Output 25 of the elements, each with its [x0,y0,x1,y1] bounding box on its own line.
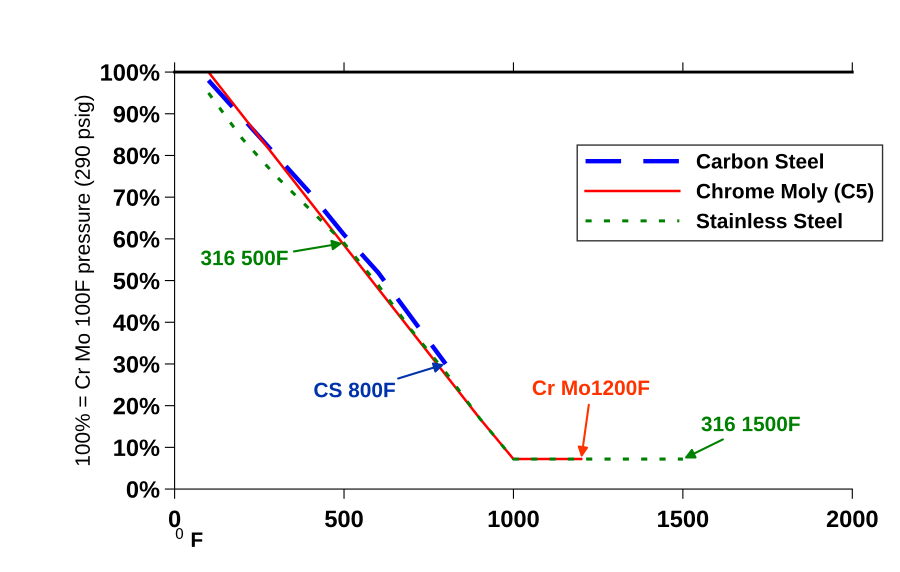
y-tick-label: 40% [113,314,160,332]
y-tick-label: 20% [114,398,160,414]
annotation: 316 500F [200,250,288,266]
x-tick-label: 2000 [826,510,878,528]
y-tick-label: 0% [126,481,160,498]
y-tick-label: 30% [113,356,160,373]
y-tick-label: 90% [114,106,160,123]
x-tick-label: 500 [325,510,363,528]
x-tick-label: 0 [168,510,180,528]
x-tick-label: 1500 [658,510,708,528]
y-tick-label: 100% [101,64,160,81]
x-tick-label: 1000 [488,510,539,528]
legend-label: Stainless Steel [696,213,842,228]
annotation: 316 1500F [701,416,800,432]
legend-label: Carbon Steel [696,153,823,169]
annotation: CS 800F [314,382,395,398]
y-axis-title: 100% = Cr Mo 100F pressure (290 psig) [74,96,94,466]
x-axis-title: $^{0}$ F [176,528,202,547]
y-tick-label: 80% [114,148,160,164]
y-tick-label: 50% [113,272,160,290]
annotation: Cr Mo1200F [532,380,650,396]
legend-label: Chrome Moly (C5) [696,183,874,203]
y-tick-label: 10% [114,439,160,456]
y-tick-label: 60% [114,230,160,248]
y-tick-label: 70% [114,189,160,206]
